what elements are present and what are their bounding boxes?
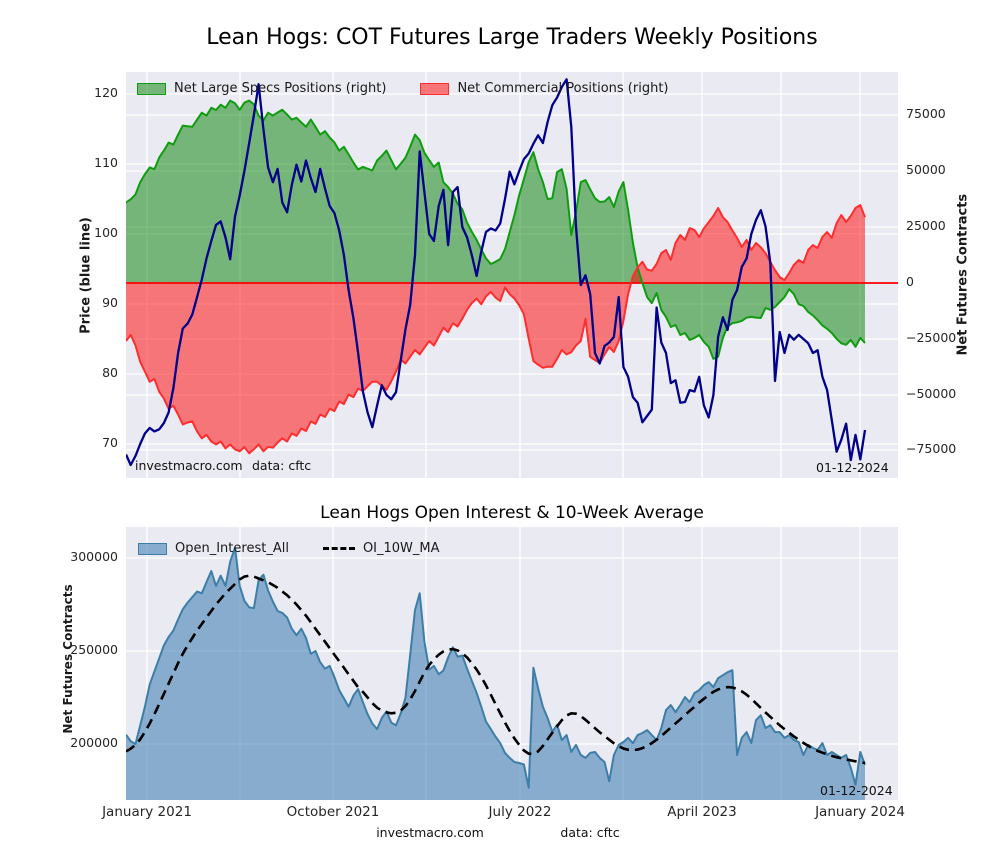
date-tick-label: October 2021 (286, 804, 380, 820)
open-interest-legend-swatch (138, 542, 167, 555)
large-specs-legend-label: Net Large Specs Positions (right) (174, 81, 387, 96)
bottom-chart-legend: Open_Interest_All OI_10W_MA (138, 541, 466, 556)
price-line (126, 78, 867, 467)
top-chart-title: Lean Hogs: COT Futures Large Traders Wee… (206, 25, 818, 50)
moving-average-legend-label: OI_10W_MA (362, 541, 440, 556)
net-large-specs-edge (126, 99, 866, 360)
bottom-date-annotation: 01-12-2024 (820, 783, 893, 798)
net-contracts-tick-label: −75000 (906, 441, 957, 456)
net-contracts-tick-label: −50000 (906, 386, 957, 401)
oi-tick-label: 200000 (70, 735, 118, 750)
top-date-annotation: 01-12-2024 (816, 460, 889, 475)
price-tick-label: 70 (102, 435, 118, 450)
price-tick-label: 100 (94, 225, 118, 240)
price-tick-label: 90 (102, 295, 118, 310)
net-large-specs-area (126, 100, 865, 359)
net-contracts-tick-label: −25000 (906, 330, 957, 345)
price-tick-label: 110 (94, 155, 118, 170)
oi-tick-label: 250000 (70, 642, 118, 657)
top-chart-legend: Net Large Specs Positions (right) Net Co… (137, 81, 694, 96)
bottom-data-source: data: cftc (560, 825, 620, 840)
price-tick-label: 120 (94, 85, 118, 100)
top-data-source: data: cftc (252, 458, 312, 473)
bottom-chart-canvas (126, 527, 898, 800)
open-interest-legend-label: Open_Interest_All (175, 541, 289, 556)
date-tick-label: January 2021 (102, 804, 192, 820)
commercials-legend-label: Net Commercial Positions (right) (457, 81, 669, 96)
open-interest-area (126, 547, 865, 800)
commercials-legend-swatch (420, 82, 450, 95)
net-contracts-tick-label: 25000 (906, 218, 946, 233)
top-watermark: investmacro.com (135, 458, 243, 473)
date-tick-label: January 2024 (815, 804, 905, 820)
net-contracts-tick-label: 50000 (906, 162, 946, 177)
bottom-chart-title: Lean Hogs Open Interest & 10-Week Averag… (320, 503, 704, 523)
net-contracts-tick-label: 0 (906, 274, 914, 289)
date-tick-label: April 2023 (667, 804, 737, 820)
bottom-watermark: investmacro.com (376, 825, 484, 840)
oi-tick-label: 300000 (70, 549, 118, 564)
moving-average-line (126, 574, 866, 765)
large-specs-legend-swatch (137, 82, 166, 95)
net-commercials-area (126, 205, 865, 454)
top-chart-plot-area: Net Large Specs Positions (right) Net Co… (126, 72, 898, 478)
bottom-chart-plot-area: Open_Interest_All OI_10W_MA 01-12-2024 (126, 527, 898, 800)
bottom-left-axis-label: Net Futures Contracts (61, 584, 75, 734)
moving-average-legend-line (322, 547, 355, 550)
net-commercials-edge (126, 204, 866, 455)
price-tick-label: 80 (102, 365, 118, 380)
top-chart-canvas (126, 72, 898, 478)
net-contracts-tick-label: 75000 (906, 106, 946, 121)
date-tick-label: July 2022 (488, 804, 552, 820)
open-interest-edge (126, 546, 866, 789)
